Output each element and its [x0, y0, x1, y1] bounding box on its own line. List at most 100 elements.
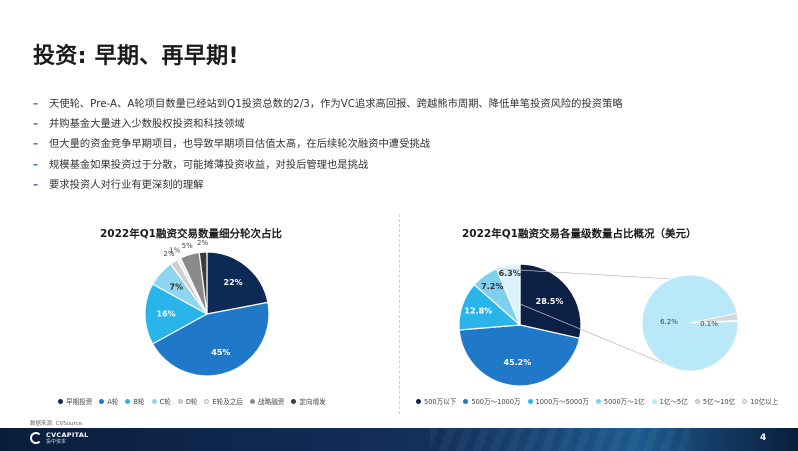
legend-swatch — [125, 398, 131, 404]
logo-text: CVCAPITAL 投中资本 — [46, 432, 89, 445]
logo-cn: 投中资本 — [46, 438, 67, 445]
legend-swatch — [694, 398, 700, 404]
legend-entry: E轮及之后 — [204, 396, 243, 406]
pie-slice-A轮 — [151, 301, 270, 377]
legend-label: 1000万～5000万 — [535, 398, 589, 406]
legend-entry: D轮 — [177, 396, 197, 406]
connector-line-bottom — [519, 303, 673, 368]
legend-label: 500万～1000万 — [471, 398, 521, 406]
logo-en: CVCAPITAL — [46, 431, 89, 439]
bullet-marker: – — [33, 118, 39, 131]
legend-swatch — [177, 398, 183, 404]
pie-label-500万以下: 28.5% — [536, 297, 564, 306]
legend-label: 5000万～1亿 — [603, 398, 645, 406]
pie-label-早期投资: 22% — [224, 278, 243, 287]
company-logo: CVCAPITAL 投中资本 — [30, 432, 89, 445]
chart-divider — [399, 214, 400, 414]
legend-swatch — [99, 398, 105, 404]
legend-label: 战略融资 — [258, 398, 285, 406]
logo-mark-icon — [30, 432, 42, 445]
legend-label: 500万以下 — [424, 398, 457, 406]
bullet-text: 天使轮、Pre-A、A轮项目数量已经站到Q1投资总数的2/3，作为VC追求高回报… — [49, 98, 623, 110]
legend-entry: 5000万～1亿 — [595, 396, 645, 406]
legend-swatch — [204, 398, 210, 404]
legend-entry: B轮 — [125, 396, 145, 406]
legend-swatch — [151, 398, 157, 404]
bullet-marker: – — [33, 158, 39, 171]
connector-line-top — [496, 268, 673, 280]
pie-label-500万～1000万: 45.2% — [504, 358, 532, 367]
bullet-text: 并购基金大量进入少数股权投资和科技领域 — [49, 118, 245, 131]
legend-label: B轮 — [133, 398, 145, 406]
legend-entry: 1亿～5亿 — [651, 396, 688, 406]
bullet-item: – 天使轮、Pre-A、A轮项目数量已经站到Q1投资总数的2/3，作为VC追求高回… — [33, 96, 773, 116]
legend-swatch — [742, 398, 748, 404]
pie-label-5000万～1亿: 7.2% — [481, 282, 503, 291]
legend-entry: 5亿～10亿 — [694, 396, 736, 406]
bullet-marker: – — [33, 138, 39, 151]
pie-slice-B轮 — [144, 283, 209, 345]
bullet-marker: – — [33, 98, 39, 110]
page-number: 4 — [760, 433, 767, 443]
legend-entry: C轮 — [151, 396, 171, 406]
pie-label-战略融资: 5% — [182, 242, 193, 250]
legend-label: 5亿～10亿 — [702, 398, 736, 406]
legend-entry: 500万～1000万 — [463, 396, 521, 406]
footer-bar — [0, 428, 798, 451]
pie-label-D轮: 2% — [163, 250, 174, 258]
legend-label: C轮 — [159, 398, 171, 406]
legend-label: 1亿～5亿 — [659, 398, 688, 406]
sub-pie-label-5亿～10亿: 0.1% — [700, 320, 718, 328]
pie-label-1000万～5000万: 12.8% — [464, 307, 492, 316]
legend-label: 10亿以上 — [750, 398, 779, 406]
pie-label-B轮: 16% — [157, 310, 176, 319]
chart-title-rounds: 2022年Q1融资交易数量细分轮次占比 — [100, 228, 282, 240]
bullet-text: 要求投资人对行业有更深刻的理解 — [49, 178, 204, 191]
legend-size: 500万以下 500万～1000万 1000万～5000万 5000万～1亿 1亿～5亿… — [416, 396, 778, 406]
bullet-text: 但大量的资金竞争早期项目，也导致早期项目估值太高，在后续轮次融资中遭受挑战 — [49, 138, 430, 151]
legend-label: 早期投资 — [66, 398, 93, 406]
legend-swatch — [58, 398, 63, 404]
sub-pie-label-1亿～5亿: 6.2% — [660, 318, 678, 326]
legend-label: 定向增发 — [299, 398, 326, 406]
legend-entry: 1000万～5000万 — [527, 396, 589, 406]
page-title: 投资: 早期、再早期! — [33, 44, 239, 69]
sub-pie-slice-10亿以上 — [689, 319, 739, 324]
legend-rounds: 早期投资 A轮 B轮 C轮 D轮 E轮及之后 战略融资 定向增发 — [58, 396, 326, 406]
pie-label-other: 6.3% — [499, 269, 521, 278]
pie-slice-定向增发 — [198, 251, 208, 315]
legend-label: E轮及之后 — [212, 398, 244, 406]
legend-entry: 早期投资 — [58, 396, 92, 406]
pie-label-C轮: 7% — [170, 282, 184, 291]
legend-swatch — [291, 398, 297, 404]
bullet-marker: – — [33, 178, 39, 191]
legend-swatch — [250, 398, 256, 404]
pie-label-定向增发: 2% — [197, 239, 208, 247]
legend-swatch — [527, 398, 533, 404]
legend-entry: 10亿以上 — [742, 396, 778, 406]
bullet-text: 规模基金如果投资过于分散，可能摊薄投资收益，对投后管理也是挑战 — [49, 158, 369, 171]
legend-swatch — [416, 398, 421, 404]
bullet-item: – 规模基金如果投资过于分散，可能摊薄投资收益，对投后管理也是挑战 — [33, 157, 773, 177]
legend-swatch — [463, 398, 469, 404]
bullet-item: – 要求投资人对行业有更深刻的理解 — [33, 177, 773, 197]
pie-slice-500万～1000万 — [458, 324, 581, 387]
legend-entry: 定向增发 — [291, 396, 326, 406]
bullet-item: – 并购基金大量进入少数股权投资和科技领域 — [33, 116, 773, 136]
bullet-item: – 但大量的资金竞争早期项目，也导致早期项目估值太高，在后续轮次融资中遭受挑战 — [33, 136, 773, 156]
bullet-list: – 天使轮、Pre-A、A轮项目数量已经站到Q1投资总数的2/3，作为VC追求高回… — [33, 96, 773, 197]
data-source-note: 数据来源: CVSource — [30, 421, 83, 427]
legend-entry: A轮 — [99, 396, 118, 406]
legend-swatch — [595, 398, 601, 404]
footer-pattern — [430, 428, 690, 451]
legend-entry: 500万以下 — [416, 396, 456, 406]
pie-label-A轮: 45% — [211, 348, 230, 357]
legend-label: A轮 — [107, 398, 119, 406]
legend-swatch — [651, 398, 657, 404]
legend-entry: 战略融资 — [250, 396, 284, 406]
pie-slice-500万以下 — [519, 263, 582, 340]
pie-label-E轮及之后: 1% — [169, 247, 180, 255]
pie-slice-早期投资 — [206, 251, 269, 315]
